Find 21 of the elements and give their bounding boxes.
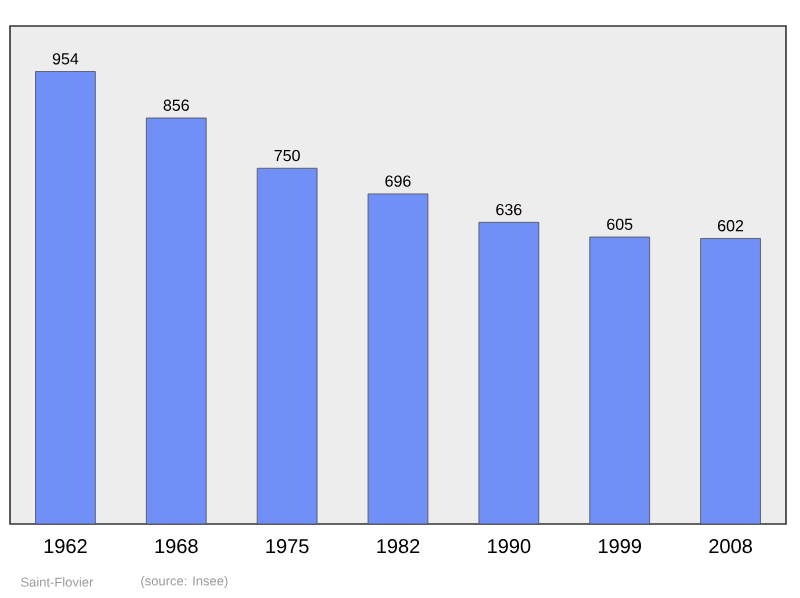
- data-label: 750: [274, 149, 300, 162]
- x-tick-label: 2008: [709, 539, 752, 554]
- bar: [478, 221, 540, 525]
- bar: [145, 117, 207, 525]
- data-label: 636: [496, 203, 522, 216]
- bar: [589, 236, 651, 525]
- data-label: 605: [607, 218, 633, 230]
- x-tick-label: 1982: [377, 539, 420, 554]
- data-label: 856: [163, 99, 189, 111]
- bar: [256, 167, 318, 525]
- data-label: 602: [718, 220, 744, 232]
- x-tick-label: 1990: [488, 539, 531, 554]
- bar: [700, 238, 761, 525]
- x-tick-label: 1975: [266, 539, 309, 554]
- x-tick-label: 1999: [598, 539, 641, 554]
- data-label: 954: [52, 53, 79, 65]
- x-tick-label: 1962: [44, 539, 87, 554]
- data-label: 696: [385, 175, 411, 187]
- x-tick-label: 1968: [155, 539, 198, 554]
- bar: [35, 71, 96, 525]
- bar: [367, 193, 429, 525]
